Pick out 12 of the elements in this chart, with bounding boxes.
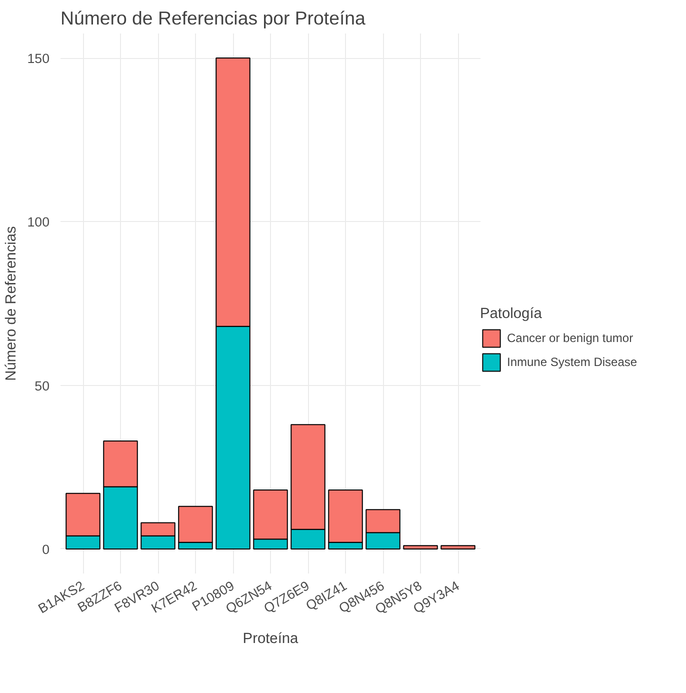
legend-title: Patología [480, 306, 543, 322]
y-tick-label: 0 [42, 542, 50, 557]
y-tick-label: 100 [27, 214, 50, 230]
bar [440, 545, 476, 550]
y-tick-label: 150 [27, 51, 50, 66]
bar [403, 545, 438, 550]
chart-title: Número de Referencias por Proteína [60, 8, 366, 28]
legend-label: Cancer or benign tumor [507, 331, 634, 345]
x-axis-title: Proteína [242, 631, 300, 648]
y-axis-title: Número de Referencias [3, 226, 20, 381]
legend-label: Inmune System Disease [507, 355, 638, 369]
y-tick-label: 50 [34, 378, 50, 394]
